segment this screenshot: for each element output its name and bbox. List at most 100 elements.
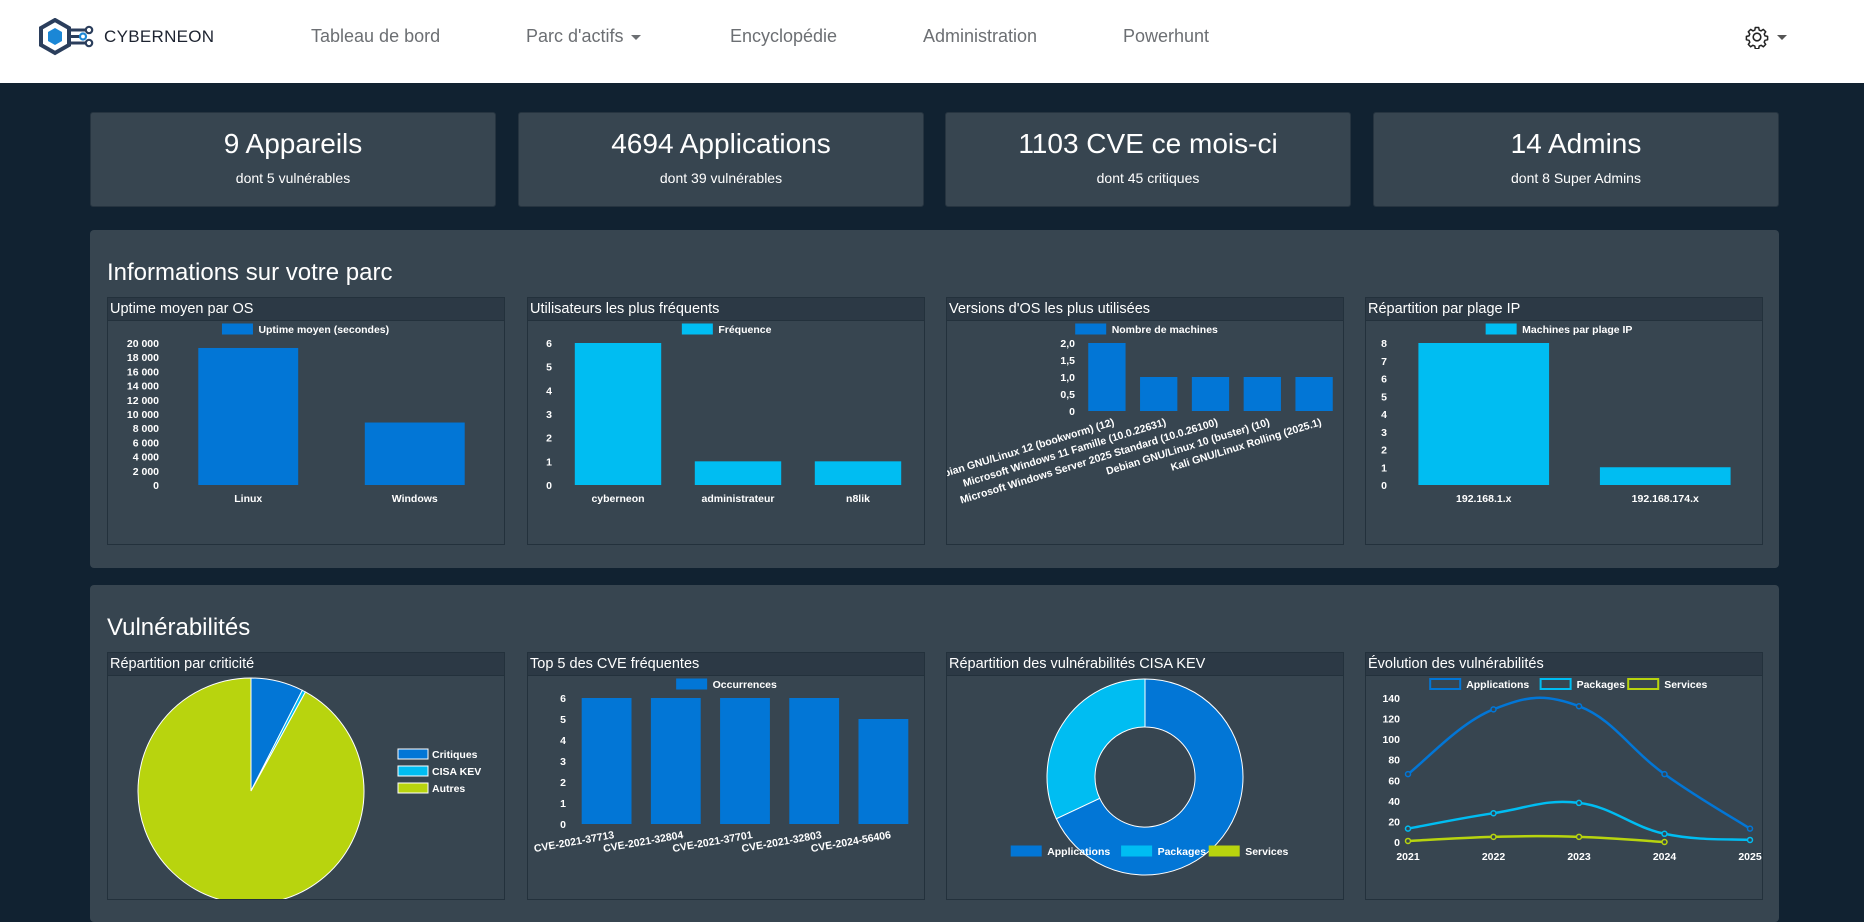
stat-subtitle: dont 39 vulnérables bbox=[659, 170, 783, 186]
y-tick-label: 0 bbox=[546, 480, 552, 492]
data-point bbox=[1661, 838, 1668, 846]
nav-administration[interactable]: Administration bbox=[923, 26, 1038, 46]
y-tick-label: 1 bbox=[546, 456, 552, 468]
y-tick-label: 16 000 bbox=[127, 366, 159, 378]
panel-title: Répartition des vulnérabilités CISA KEV bbox=[947, 653, 1343, 676]
stat-subtitle: dont 8 Super Admins bbox=[1511, 170, 1641, 186]
nav-encyclopedie[interactable]: Encyclopédie bbox=[730, 26, 838, 46]
y-tick-label: 60 bbox=[1388, 775, 1400, 787]
y-tick-label: 5 bbox=[560, 714, 566, 726]
bar bbox=[858, 719, 909, 824]
legend-swatch bbox=[397, 782, 429, 794]
stat-subtitle: dont 45 critiques bbox=[1096, 170, 1200, 186]
stat-card-applications[interactable]: 4694 Applications dont 39 vulnérables bbox=[518, 112, 924, 207]
y-tick-label: 1 bbox=[560, 798, 566, 810]
legend-label: Occurrences bbox=[713, 679, 777, 691]
brand-name: CYBERNEON bbox=[104, 27, 215, 46]
legend-label: Packages bbox=[1158, 846, 1207, 858]
panel-title: Répartition par plage IP bbox=[1366, 298, 1762, 321]
y-tick-label: 2 bbox=[546, 433, 552, 445]
y-tick-label: 3 bbox=[1381, 427, 1387, 439]
y-tick-label: 40 bbox=[1388, 796, 1400, 808]
data-point bbox=[1661, 830, 1668, 838]
y-tick-label: 0 bbox=[1381, 480, 1387, 492]
legend-swatch bbox=[1429, 678, 1462, 690]
panel-title: Évolution des vulnérabilités bbox=[1366, 653, 1762, 676]
gear-icon bbox=[1745, 26, 1769, 49]
legend-label: Nombre de machines bbox=[1112, 324, 1218, 336]
bar bbox=[581, 698, 632, 824]
stat-card-appareils[interactable]: 9 Appareils dont 5 vulnérables bbox=[90, 112, 496, 207]
y-tick-label: 7 bbox=[1381, 356, 1387, 368]
x-tick-label: Linux bbox=[234, 493, 262, 505]
ip-range-chart: Machines par plage IP 0 1 2 3 4 5 6 7 8 192.168.1.… bbox=[1381, 323, 1731, 505]
panel-title: Utilisateurs les plus fréquents bbox=[528, 298, 924, 321]
y-tick-label: 6 bbox=[546, 338, 552, 350]
bar bbox=[650, 698, 701, 824]
data-point bbox=[1404, 770, 1412, 778]
criticity-chart: Critiques CISA KEV Autres bbox=[137, 677, 481, 899]
nav-parc-actifs[interactable]: Parc d'actifs bbox=[526, 26, 642, 47]
section-title: Vulnérabilités bbox=[107, 614, 251, 641]
y-tick-label: 2,0 bbox=[1060, 338, 1075, 350]
series-line bbox=[1407, 834, 1665, 844]
y-tick-label: 3 bbox=[560, 756, 566, 768]
y-tick-label: 0,5 bbox=[1060, 389, 1075, 401]
data-point bbox=[1661, 770, 1668, 778]
y-tick-label: 18 000 bbox=[127, 352, 159, 364]
legend-label: Applications bbox=[1466, 679, 1529, 691]
stat-card-admins[interactable]: 14 Admins dont 8 Super Admins bbox=[1373, 112, 1779, 207]
top-cve-chart: Occurrences0123456CVE-2021-37713CVE-2021… bbox=[533, 678, 909, 855]
x-tick-label: n8lik bbox=[846, 493, 870, 505]
panel-cisa-kev: Répartition des vulnérabilités CISA KEV … bbox=[946, 652, 1344, 900]
users-chart: Fréquence 0 1 2 3 4 5 6 cyberneon administrateur n… bbox=[546, 323, 902, 505]
stat-subtitle: dont 5 vulnérables bbox=[235, 170, 351, 186]
bar bbox=[1599, 467, 1731, 485]
stat-title: 4694 Applications bbox=[611, 128, 831, 159]
legend-label: Uptime moyen (secondes) bbox=[258, 324, 389, 336]
bar bbox=[574, 343, 662, 485]
settings-dropdown[interactable] bbox=[1745, 25, 1787, 49]
panel-os-versions: Versions d'OS les plus utilisées Nombre … bbox=[946, 297, 1344, 545]
data-point bbox=[1575, 799, 1583, 807]
stat-card-cve[interactable]: 1103 CVE ce mois-ci dont 45 critiques bbox=[945, 112, 1351, 207]
y-tick-label: 8 000 bbox=[133, 423, 159, 435]
y-tick-label: 8 bbox=[1381, 338, 1387, 350]
legend-swatch bbox=[1208, 845, 1240, 857]
data-point bbox=[1404, 837, 1412, 845]
nav-tableau-de-bord[interactable]: Tableau de bord bbox=[311, 26, 441, 46]
y-tick-label: 4 000 bbox=[133, 452, 159, 464]
pie-slice bbox=[137, 677, 365, 899]
x-tick-label: 192.168.1.x bbox=[1456, 493, 1512, 505]
stat-title: 1103 CVE ce mois-ci bbox=[1018, 128, 1278, 159]
y-tick-label: 3 bbox=[546, 409, 552, 421]
stat-title: 9 Appareils bbox=[223, 128, 363, 159]
y-tick-label: 14 000 bbox=[127, 381, 159, 393]
data-point bbox=[1490, 809, 1497, 817]
x-tick-label: 2023 bbox=[1567, 851, 1591, 863]
legend-swatch bbox=[1539, 678, 1572, 690]
panel-evolution: Évolution des vulnérabilités Application… bbox=[1365, 652, 1763, 900]
panel-criticity: Répartition par criticité Critiques CISA … bbox=[107, 652, 505, 900]
data-point bbox=[1746, 825, 1754, 832]
panel-ip-range: Répartition par plage IP Machines par pl… bbox=[1365, 297, 1763, 545]
brand[interactable]: CYBERNEON bbox=[38, 18, 214, 56]
legend-label: Services bbox=[1245, 846, 1288, 858]
section-title: Informations sur votre parc bbox=[107, 259, 393, 286]
y-tick-label: 6 bbox=[1381, 374, 1387, 386]
nav-powerhunt[interactable]: Powerhunt bbox=[1123, 26, 1210, 46]
y-tick-label: 0 bbox=[153, 480, 159, 492]
legend-label: Services bbox=[1664, 679, 1707, 691]
y-tick-label: 12 000 bbox=[127, 395, 159, 407]
x-tick-label: 2022 bbox=[1482, 851, 1506, 863]
bar bbox=[1191, 377, 1230, 411]
evolution-chart: Applications Packages Services 0 20 40 60 80 100… bbox=[1382, 678, 1762, 863]
data-point bbox=[1575, 833, 1583, 841]
x-tick-label: 192.168.174.x bbox=[1632, 493, 1699, 505]
y-tick-label: 4 bbox=[1381, 409, 1387, 421]
y-tick-label: 140 bbox=[1382, 693, 1400, 705]
y-tick-label: 120 bbox=[1382, 714, 1400, 726]
caret-down-icon bbox=[1777, 34, 1787, 40]
x-tick-label: 2024 bbox=[1653, 851, 1677, 863]
